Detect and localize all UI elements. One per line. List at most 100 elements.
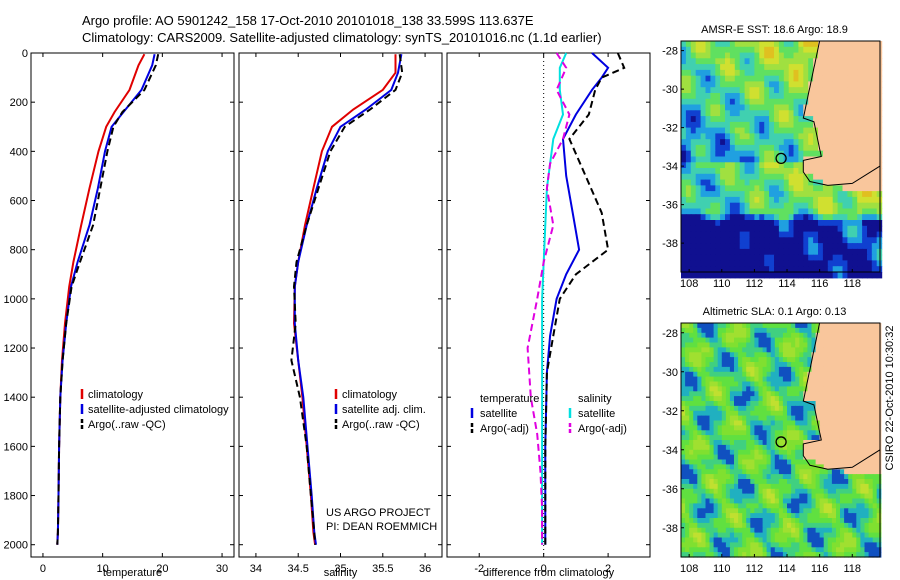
map-cell — [759, 266, 765, 273]
map-cell — [697, 396, 702, 402]
map-cell — [725, 248, 731, 256]
map-cell — [685, 391, 690, 397]
map-cell — [695, 121, 702, 129]
map-cell — [778, 110, 785, 117]
map-cell — [693, 381, 698, 387]
map-cell — [759, 64, 765, 71]
map-cell — [758, 454, 764, 461]
map-cell — [813, 110, 819, 117]
map-cell — [803, 144, 809, 152]
map-cell — [837, 179, 844, 186]
map-cell — [744, 58, 751, 65]
map-cell — [868, 401, 874, 407]
map-cell — [876, 454, 882, 461]
x-tick-label: 2 — [605, 563, 611, 575]
x-tick-label: 0 — [541, 563, 547, 575]
map-cell — [689, 386, 694, 392]
map-cell — [770, 323, 776, 329]
map-cell — [871, 260, 878, 267]
map-cell — [700, 191, 707, 198]
map-cell — [822, 58, 829, 65]
map-cell — [734, 173, 741, 181]
map-cell — [769, 69, 775, 77]
map-cell — [840, 479, 845, 485]
map-cell — [856, 323, 861, 329]
map-cell — [713, 449, 719, 456]
map-cell — [827, 410, 833, 417]
map-cell — [685, 162, 692, 169]
map-cell — [799, 425, 804, 431]
map-cell — [852, 537, 857, 543]
map-cell — [815, 323, 821, 329]
map-cell — [729, 81, 736, 88]
map-cell — [720, 41, 726, 48]
map-cell — [831, 342, 837, 348]
map-cell — [803, 459, 808, 465]
map-cell — [876, 168, 883, 175]
map-cell — [744, 208, 751, 215]
map-cell — [827, 272, 834, 279]
map-cell — [836, 479, 841, 485]
map-cell — [754, 133, 760, 140]
map-cell — [685, 46, 692, 54]
map-cell — [693, 537, 698, 543]
map-cell — [681, 503, 686, 509]
map-cell — [774, 430, 780, 436]
map-cell — [872, 362, 878, 368]
map-cell — [715, 150, 721, 158]
map-cell — [787, 323, 792, 329]
map-cell — [818, 69, 824, 77]
map-cell — [831, 532, 837, 539]
map-cell — [689, 532, 694, 539]
map-cell — [840, 449, 845, 456]
map-cell — [818, 237, 824, 244]
map-cell — [876, 337, 882, 344]
map-cell — [690, 58, 697, 65]
map-cell — [750, 527, 755, 534]
map-cell — [798, 254, 804, 262]
map-cell — [739, 254, 746, 262]
map-cell — [868, 347, 874, 353]
map-cell — [867, 202, 873, 210]
map-cell — [836, 401, 841, 407]
map-cell — [690, 225, 697, 233]
map-cell — [798, 69, 804, 77]
map-cell — [725, 498, 731, 504]
map-cell — [876, 464, 882, 470]
map-cell — [782, 391, 788, 397]
map-cell — [729, 444, 735, 451]
coastline — [802, 40, 881, 186]
map-cell — [788, 133, 795, 140]
map-cell — [852, 162, 858, 169]
map-cell — [681, 202, 687, 210]
map-cell — [842, 116, 848, 123]
map-cell — [840, 342, 845, 348]
map-cell — [803, 75, 809, 83]
map-cell — [818, 110, 824, 117]
map-cell — [705, 391, 711, 397]
map-cell — [769, 93, 775, 100]
map-cell — [799, 391, 804, 397]
map-cell — [762, 444, 768, 451]
map-cell — [774, 81, 780, 88]
map-cell — [689, 376, 694, 383]
map-cell — [791, 405, 796, 412]
map-cell — [729, 376, 735, 383]
map-cell — [876, 391, 882, 397]
map-cell — [689, 498, 694, 504]
map-cell — [725, 474, 731, 480]
map-cell — [774, 479, 780, 485]
map-cell — [685, 479, 690, 485]
map-cell — [827, 454, 833, 461]
map-cell — [778, 493, 784, 500]
map-cell — [787, 410, 792, 417]
map-cell — [798, 179, 804, 186]
map-cell — [754, 332, 760, 339]
map-cell — [872, 405, 878, 412]
map-cell — [720, 87, 726, 94]
map-cell — [764, 87, 770, 94]
map-cell — [700, 110, 707, 117]
map-cell — [749, 254, 755, 262]
map-cell — [827, 208, 834, 215]
map-cell — [807, 405, 813, 412]
